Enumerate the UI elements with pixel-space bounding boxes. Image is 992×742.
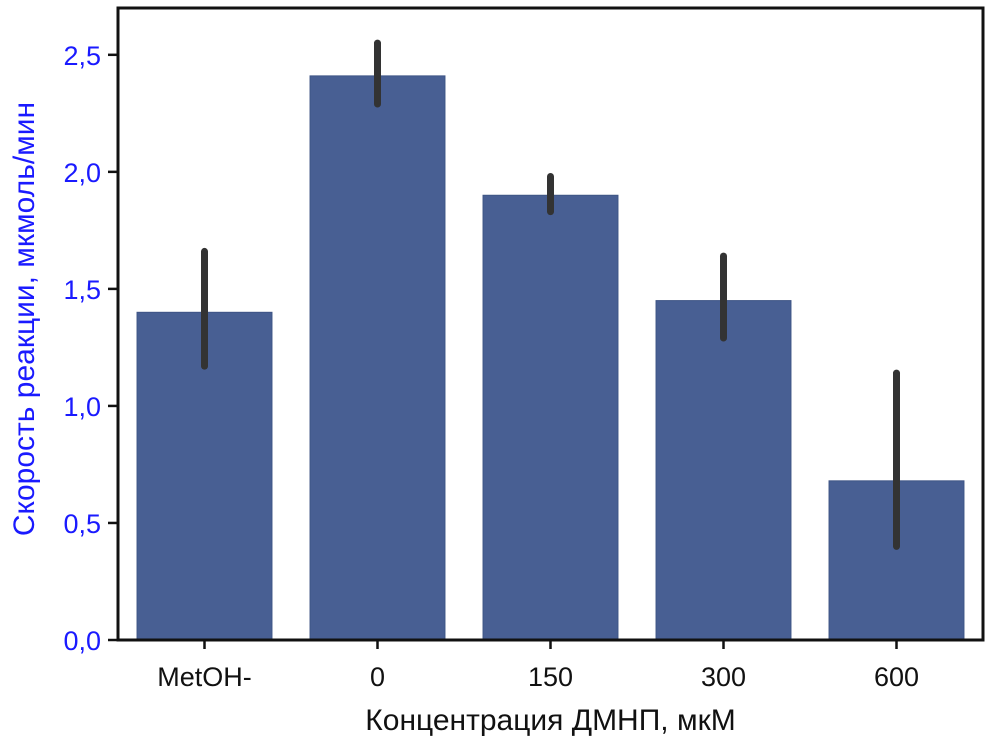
x-tick-label: 150 [528,662,573,692]
x-tick-label: 300 [701,662,746,692]
x-axis-label: Концентрация ДМНП, мкМ [365,704,735,737]
bar [655,300,792,641]
y-axis-label: Скорость реакции, мкмоль/мин [8,102,41,536]
bar [309,75,446,641]
y-tick-label: 0,5 [63,509,101,539]
x-tick-label: 0 [370,662,385,692]
bar [482,194,619,641]
bars-group [136,75,965,641]
x-axis: MetOH- 0 150 300 600 [157,640,919,692]
y-tick-label: 2,5 [63,41,101,71]
x-tick-label: MetOH- [157,662,252,692]
y-tick-label: 1,5 [63,275,101,305]
error-bars-group [201,39,900,550]
y-tick-label: 0,0 [63,626,101,656]
y-tick-label: 1,0 [63,392,101,422]
y-axis: 0,0 0,5 1,0 1,5 2,0 2,5 [63,41,118,656]
x-tick-label: 600 [874,662,919,692]
y-tick-label: 2,0 [63,158,101,188]
